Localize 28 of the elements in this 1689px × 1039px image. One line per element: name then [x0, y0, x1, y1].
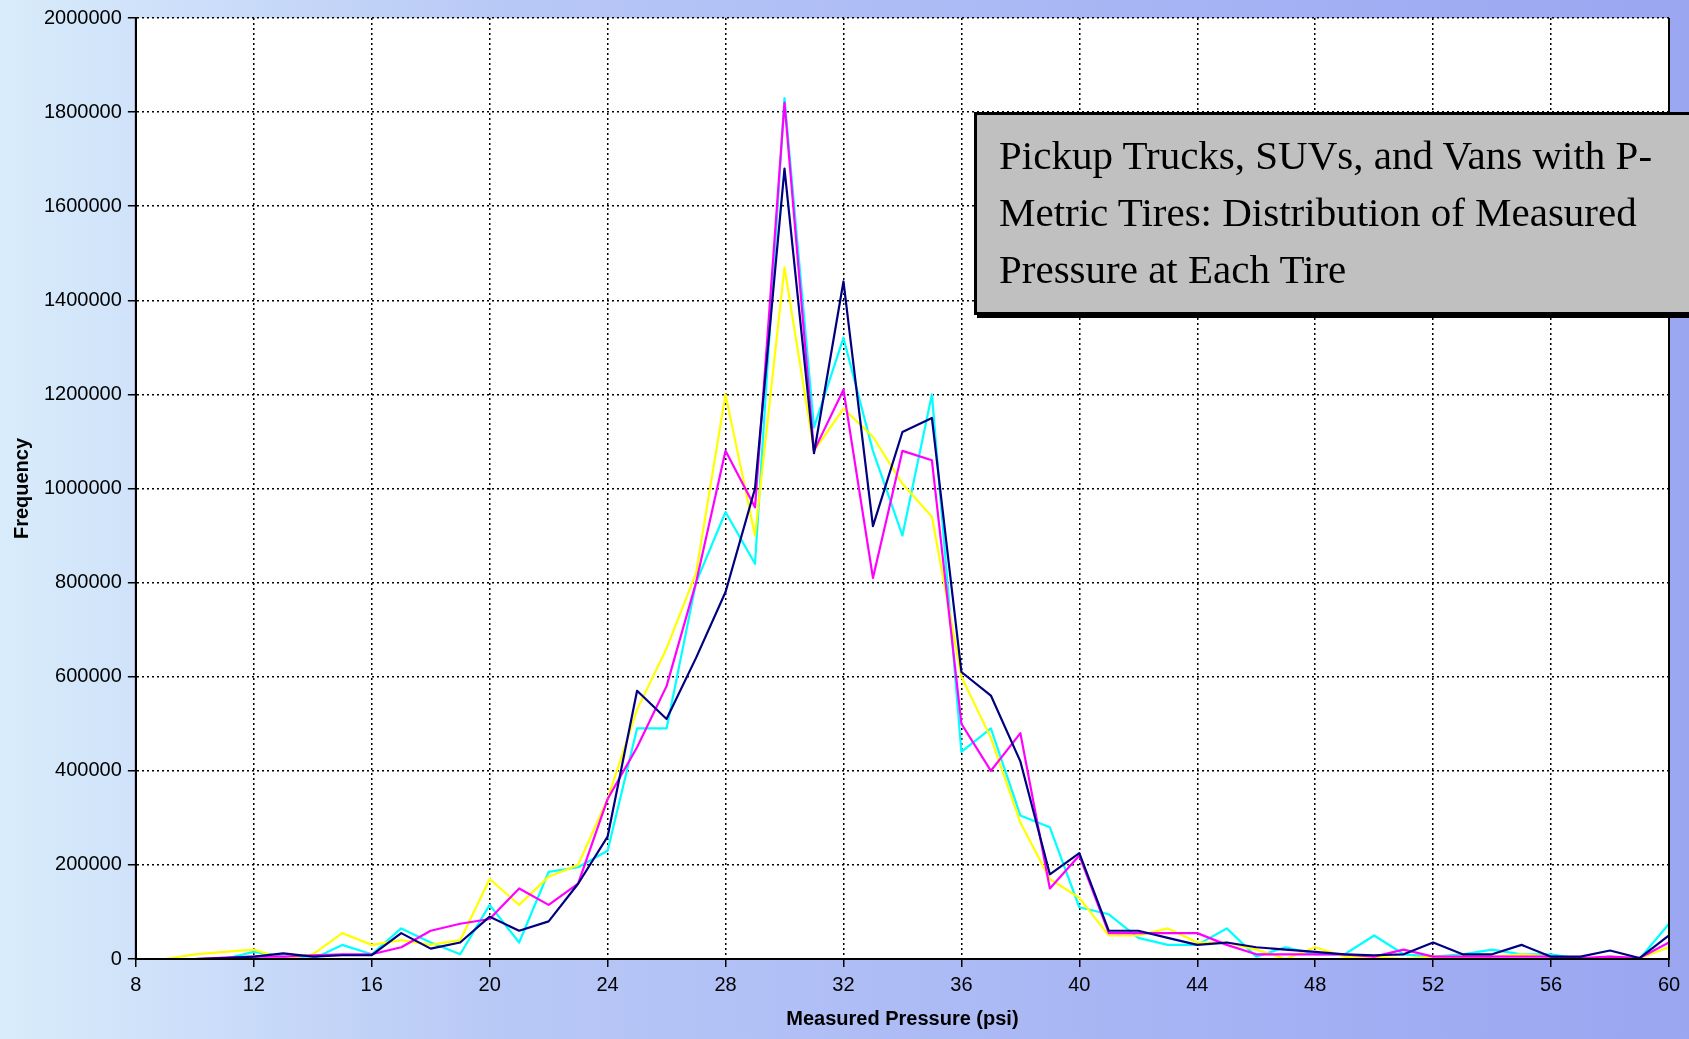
y-tick-label: 800000 — [55, 570, 122, 593]
x-axis-title: Measured Pressure (psi) — [786, 1006, 1019, 1029]
x-tick-label: 60 — [1657, 972, 1681, 995]
y-tick-label: 2000000 — [43, 5, 122, 28]
x-tick-label: 56 — [1539, 972, 1563, 995]
y-tick-label: 1800000 — [43, 99, 122, 122]
y-tick-label: 1400000 — [43, 287, 122, 310]
x-tick-label: 12 — [242, 972, 265, 995]
x-tick-label: 44 — [1186, 972, 1209, 995]
x-tick-label: 32 — [832, 972, 855, 995]
y-axis-title: Frequency — [9, 437, 32, 540]
y-tick-label: 1000000 — [43, 476, 122, 499]
x-tick-label: 24 — [596, 972, 619, 995]
x-tick-label: 36 — [950, 972, 973, 995]
y-tick-label: 200000 — [55, 852, 122, 875]
y-tick-label: 1200000 — [43, 381, 122, 404]
x-tick-label: 16 — [360, 972, 383, 995]
y-tick-label: 0 — [110, 946, 122, 969]
x-tick-label: 8 — [130, 972, 142, 995]
y-tick-label: 400000 — [55, 758, 122, 781]
x-tick-label: 48 — [1304, 972, 1327, 995]
x-tick-label: 52 — [1422, 972, 1445, 995]
y-tick-label: 600000 — [55, 664, 122, 687]
y-tick-label: 1600000 — [43, 193, 122, 216]
x-tick-label: 28 — [714, 972, 737, 995]
x-tick-label: 20 — [478, 972, 501, 995]
text: Pickup Trucks, SUVs, and Vans with P-Metric Tires: Distribution of Measured Pressure at Each Tire — [974, 112, 1689, 315]
x-tick-label: 40 — [1068, 972, 1091, 995]
